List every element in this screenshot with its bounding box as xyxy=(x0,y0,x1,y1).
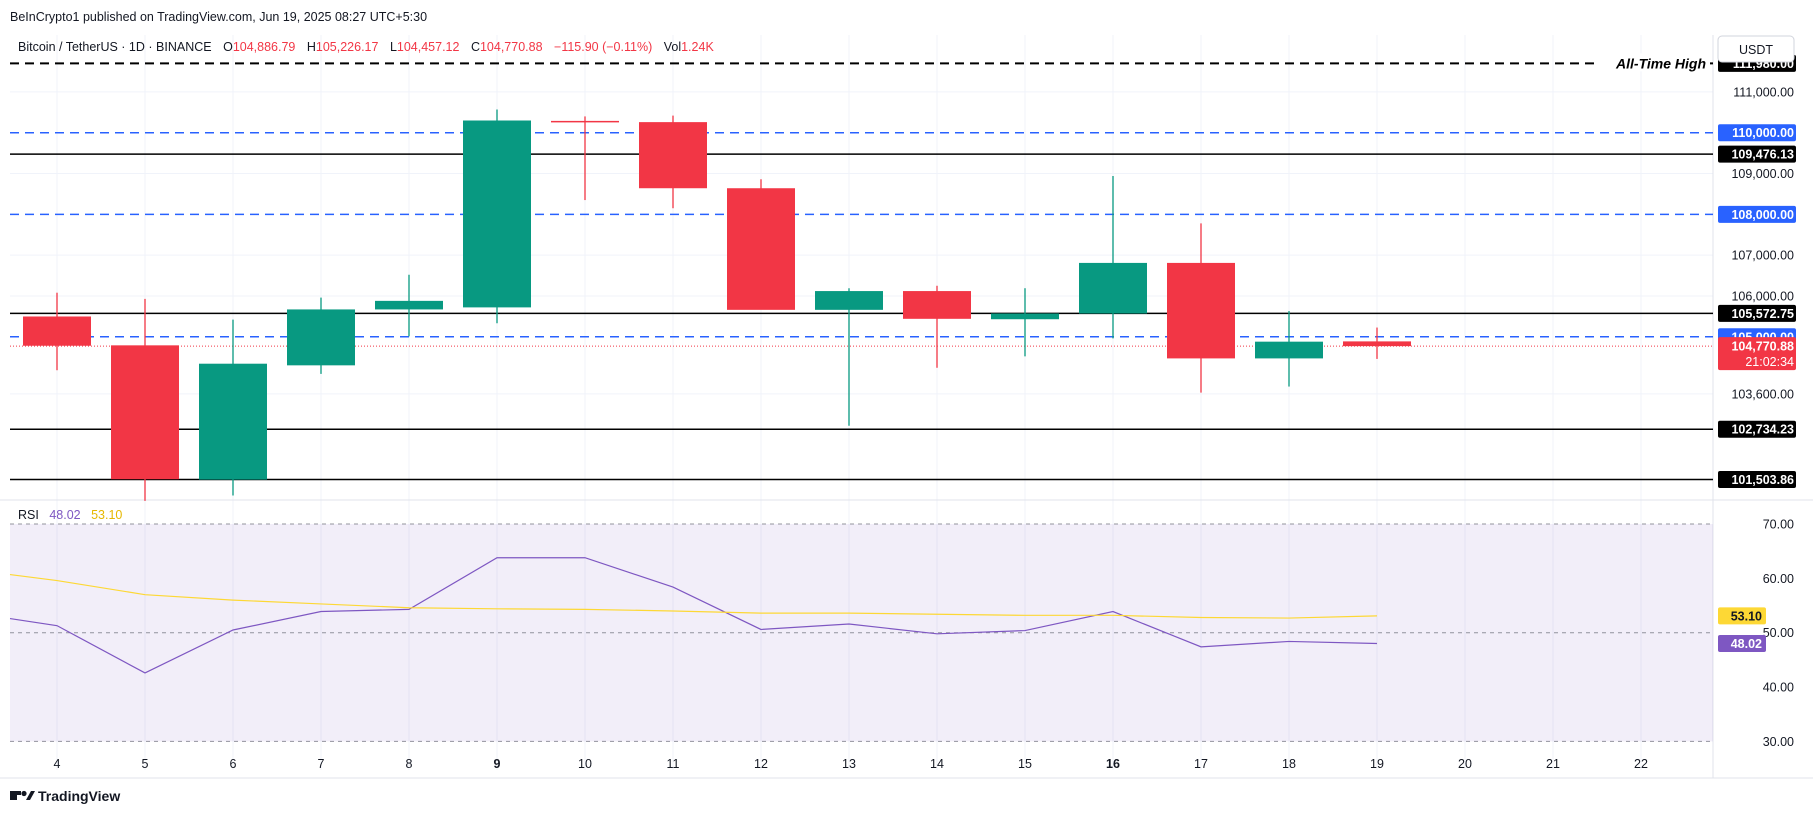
rsi-tick-label: 70.00 xyxy=(1763,518,1794,532)
rsi-tick-label: 50.00 xyxy=(1763,626,1794,640)
x-tick-label: 9 xyxy=(494,757,501,771)
y-tick-label: 111,000.00 xyxy=(1733,85,1794,99)
rsi-tick-label: 40.00 xyxy=(1763,681,1794,695)
annotation-bg xyxy=(1596,53,1710,72)
level-label: 110,000.00 xyxy=(1732,126,1794,140)
legend-open-value: 104,886.79 xyxy=(233,40,296,54)
countdown-label: 21:02:34 xyxy=(1745,355,1794,369)
candle-body xyxy=(815,291,883,310)
level-label: 102,734.23 xyxy=(1731,423,1794,437)
candle-body xyxy=(463,120,531,308)
x-tick-label: 17 xyxy=(1194,757,1208,771)
rsi-legend-ma-value: 53.10 xyxy=(91,508,122,522)
level-label-bg xyxy=(1718,470,1796,488)
level-label: 101,503.86 xyxy=(1731,473,1794,487)
x-tick-label: 21 xyxy=(1546,757,1560,771)
level-label-bg xyxy=(1718,420,1796,438)
price-labels: 111,980.00110,000.00109,476.13108,000.00… xyxy=(1718,54,1796,652)
rsi-background xyxy=(10,523,1713,742)
candle-body xyxy=(1343,341,1411,347)
candle-body xyxy=(23,316,91,346)
x-tick-label: 16 xyxy=(1106,757,1120,771)
candle-body xyxy=(991,313,1059,320)
level-label: 109,476.13 xyxy=(1731,148,1794,162)
legend-bar: Bitcoin / TetherUS · 1D · BINANCE O104,8… xyxy=(18,40,714,54)
legend-low-label: L xyxy=(390,40,397,54)
rsi-last-label-bg xyxy=(1718,607,1766,625)
candle-body xyxy=(287,309,355,366)
y-tick-label: 106,000.00 xyxy=(1731,289,1794,303)
rsi-last-label: 53.10 xyxy=(1731,609,1762,623)
candle-body xyxy=(1255,341,1323,359)
x-tick-label: 8 xyxy=(406,757,413,771)
x-tick-label: 5 xyxy=(142,757,149,771)
x-tick-label: 13 xyxy=(842,757,856,771)
rsi-last-label-bg xyxy=(1718,634,1766,652)
x-tick-label: 6 xyxy=(230,757,237,771)
x-tick-label: 11 xyxy=(667,757,680,771)
rsi-legend-value: 48.02 xyxy=(49,508,80,522)
x-tick-label: 18 xyxy=(1282,757,1296,771)
legend-high-label: H xyxy=(307,40,316,54)
rsi-legend: RSI 48.02 53.10 xyxy=(18,508,122,522)
tradingview-logo-text: TradingView xyxy=(38,788,120,804)
rsi-last-label: 48.02 xyxy=(1731,637,1762,651)
level-label-bg xyxy=(1718,205,1796,223)
x-tick-label: 19 xyxy=(1370,757,1384,771)
legend-close-label: C xyxy=(471,40,480,54)
axes: 4 5 6 7 8 9 10 11 12 13 14 15 16 17 18 19 20 21 22 111,000.… xyxy=(54,85,1795,771)
x-tick-label: 15 xyxy=(1018,757,1032,771)
y-tick-label: 109,000.00 xyxy=(1731,167,1794,181)
candle-body xyxy=(551,120,619,123)
x-tick-label: 4 xyxy=(54,757,61,771)
legend-change: −115.90 (−0.11%) xyxy=(554,40,652,54)
candle-body xyxy=(639,122,707,189)
legend-open-label: O xyxy=(223,40,233,54)
legend-vol-label: Vol xyxy=(664,40,681,54)
x-tick-label: 10 xyxy=(578,757,592,771)
x-tick-label: 22 xyxy=(1634,757,1648,771)
last-price-label: 104,770.88 xyxy=(1731,340,1794,354)
x-tick-label: 12 xyxy=(754,757,768,771)
x-tick-label: 14 xyxy=(930,757,944,771)
x-tick-label: 7 xyxy=(318,757,325,771)
publisher-text: BeInCrypto1 published on TradingView.com… xyxy=(10,10,427,24)
level-label-bg xyxy=(1718,124,1796,142)
candle-body xyxy=(375,300,443,310)
level-label: 108,000.00 xyxy=(1731,208,1794,222)
y-tick-label: 103,600.00 xyxy=(1731,387,1794,401)
candle-body xyxy=(903,291,971,319)
currency-button-label: USDT xyxy=(1739,43,1773,57)
candlestick-series xyxy=(23,109,1411,501)
rsi-tick-label: 30.00 xyxy=(1763,735,1794,749)
last-price-label-bg xyxy=(1718,337,1796,371)
legend-close-value: 104,770.88 xyxy=(480,40,543,54)
rsi-legend-label: RSI xyxy=(18,508,39,522)
legend-vol-value: 1.24K xyxy=(681,40,714,54)
y-tick-label: 107,000.00 xyxy=(1731,249,1794,263)
candle-body xyxy=(1167,262,1235,359)
candle-body xyxy=(727,188,795,310)
level-label: 105,572.75 xyxy=(1731,307,1794,321)
rsi-series xyxy=(9,557,1378,674)
x-tick-label: 20 xyxy=(1458,757,1472,771)
level-label-bg xyxy=(1718,145,1796,163)
level-label-bg xyxy=(1718,304,1796,322)
candle-body xyxy=(111,345,179,480)
rsi-line xyxy=(9,557,1378,674)
currency-button[interactable]: USDT xyxy=(1717,35,1795,63)
tradingview-logo[interactable]: TradingView xyxy=(10,788,120,804)
legend-low-value: 104,457.12 xyxy=(397,40,460,54)
legend-symbol: Bitcoin / TetherUS · 1D · BINANCE xyxy=(18,40,212,54)
legend-high-value: 105,226.17 xyxy=(316,40,379,54)
rsi-ma-line xyxy=(9,573,1378,619)
all-time-high-annotation: All-Time High xyxy=(1615,55,1706,71)
candle-body xyxy=(1079,262,1147,314)
candle-body xyxy=(199,363,267,480)
tradingview-logo-icon xyxy=(10,790,35,800)
rsi-tick-label: 60.00 xyxy=(1763,572,1794,586)
